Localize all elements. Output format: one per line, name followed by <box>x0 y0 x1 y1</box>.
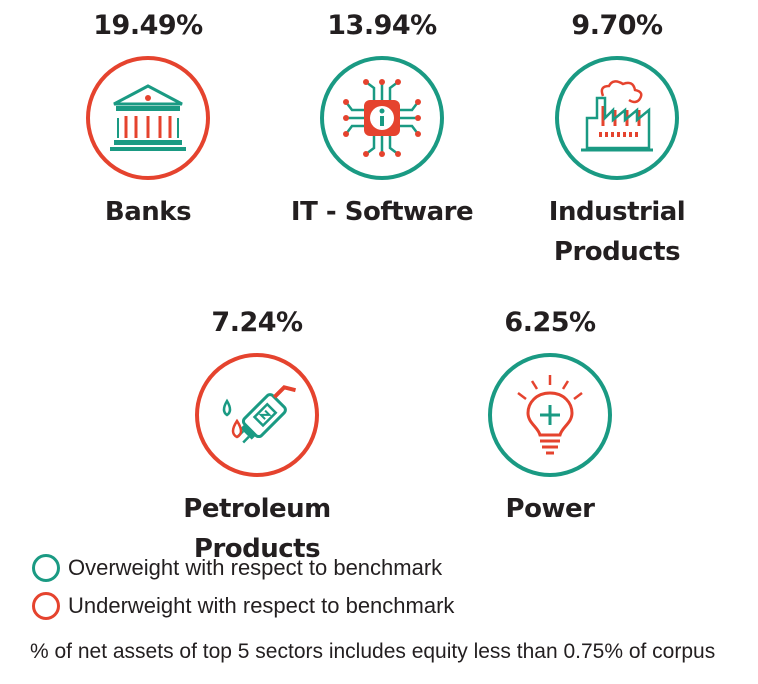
fuel-nozzle-icon <box>222 385 297 444</box>
legend-overweight: Overweight with respect to benchmark <box>32 554 442 582</box>
factory-icon <box>581 80 653 152</box>
legend-label: Overweight with respect to benchmark <box>68 555 443 580</box>
sector-industrial-products: 9.70% Industrial Products <box>497 10 737 272</box>
chip-circuit-icon <box>343 79 421 157</box>
sector-it-software: 13.94% IT - Software <box>262 10 502 232</box>
overweight-ring <box>555 56 679 180</box>
sector-banks: 19.49% Banks <box>28 10 268 232</box>
sector-petroleum-products: 7.24% Petroleum Products <box>137 307 377 569</box>
sector-percentage: 19.49% <box>93 10 203 41</box>
bank-building-icon <box>110 84 186 151</box>
sector-percentage: 13.94% <box>327 10 437 41</box>
sector-percentage: 7.24% <box>211 307 303 338</box>
light-bulb-icon <box>517 375 583 455</box>
sector-name: Power <box>505 494 595 524</box>
legend-underweight: Underweight with respect to benchmark <box>32 592 454 620</box>
sector-name: Petroleum Products <box>183 494 331 564</box>
sector-power: 6.25% Power <box>430 307 670 529</box>
overweight-legend-ring <box>32 554 60 582</box>
footnote: % of net assets of top 5 sectors include… <box>30 640 716 663</box>
underweight-legend-ring <box>32 592 60 620</box>
sector-name: IT - Software <box>290 197 474 227</box>
overweight-ring <box>320 56 444 180</box>
sector-percentage: 6.25% <box>504 307 596 338</box>
overweight-ring <box>488 353 612 477</box>
sector-name: Banks <box>104 197 192 227</box>
underweight-ring <box>195 353 319 477</box>
underweight-ring <box>86 56 210 180</box>
sector-percentage: 9.70% <box>571 10 663 41</box>
sector-name: Industrial Products <box>548 197 686 267</box>
legend-label: Underweight with respect to benchmark <box>68 593 455 618</box>
